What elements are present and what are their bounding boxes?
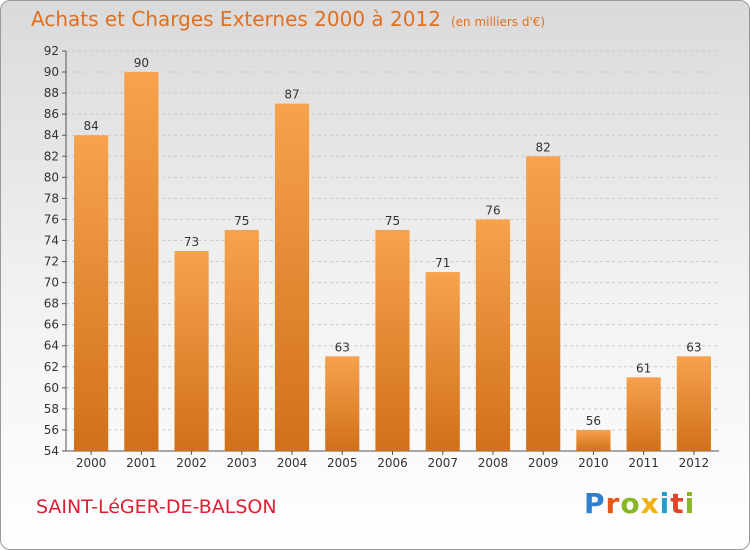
x-tick-label-2002: 2002 xyxy=(176,456,207,470)
value-label-2000: 84 xyxy=(83,119,98,133)
y-tick-label: 74 xyxy=(44,233,59,247)
bar-2007 xyxy=(425,272,460,451)
bar-2001 xyxy=(124,72,159,451)
y-tick-label: 62 xyxy=(44,360,59,374)
commune-name: SAINT-LéGER-DE-BALSON xyxy=(36,496,277,518)
y-tick-label: 64 xyxy=(44,339,59,353)
bar-2005 xyxy=(325,356,360,451)
value-label-2005: 63 xyxy=(335,340,350,354)
title-text: Achats et Charges Externes 2000 à 2012 xyxy=(31,7,441,31)
unit-label: (en milliers d'€) xyxy=(450,15,546,29)
bar-2011 xyxy=(626,377,661,451)
x-tick-label-2006: 2006 xyxy=(377,456,408,470)
value-label-2004: 87 xyxy=(284,88,299,102)
x-tick-label-2012: 2012 xyxy=(679,456,710,470)
x-tick-label-2011: 2011 xyxy=(628,456,659,470)
x-tick-label-2005: 2005 xyxy=(327,456,358,470)
y-tick-label: 82 xyxy=(44,149,59,163)
y-tick-label: 84 xyxy=(44,128,59,142)
value-label-2001: 90 xyxy=(134,56,149,70)
bar-2003 xyxy=(224,229,259,451)
x-tick-label-2000: 2000 xyxy=(76,456,107,470)
chart-title: Achats et Charges Externes 2000 à 2012 (e… xyxy=(31,7,545,31)
y-tick-label: 72 xyxy=(44,255,59,269)
y-tick-label: 76 xyxy=(44,212,59,226)
bar-2012 xyxy=(676,356,711,451)
bar-2008 xyxy=(475,219,511,451)
data-labels: 84 90 73 75 87 63 75 71 76 82 56 61 63 xyxy=(83,56,701,428)
bar-2010 xyxy=(576,429,611,451)
value-label-2012: 63 xyxy=(686,340,701,354)
x-tick-label-2001: 2001 xyxy=(126,456,157,470)
value-label-2008: 76 xyxy=(485,203,500,217)
y-tick-label: 70 xyxy=(44,276,59,290)
y-tick-label: 92 xyxy=(44,44,59,58)
y-tick-label: 90 xyxy=(44,65,59,79)
y-tick-label: 68 xyxy=(44,297,59,311)
value-label-2002: 73 xyxy=(184,235,199,249)
y-tick-label: 86 xyxy=(44,107,59,121)
x-tick-label-2004: 2004 xyxy=(277,456,308,470)
x-tick-label-2008: 2008 xyxy=(478,456,509,470)
y-tick-label: 88 xyxy=(44,86,59,100)
y-tick-label: 56 xyxy=(44,423,59,437)
bar-2000 xyxy=(74,135,109,452)
y-tick-label: 58 xyxy=(44,402,59,416)
y-tick-label: 60 xyxy=(44,381,59,395)
value-label-2007: 71 xyxy=(435,256,450,270)
bar-2006 xyxy=(375,229,410,451)
value-label-2011: 61 xyxy=(636,361,651,375)
x-tick-label-2009: 2009 xyxy=(528,456,559,470)
bar-2002 xyxy=(174,251,209,451)
y-tick-label: 54 xyxy=(44,444,59,458)
value-label-2003: 75 xyxy=(234,214,249,228)
x-tick-label-2010: 2010 xyxy=(578,456,609,470)
y-tick-label: 80 xyxy=(44,170,59,184)
bar-2004 xyxy=(274,103,310,451)
y-tick-label: 78 xyxy=(44,191,59,205)
value-label-2006: 75 xyxy=(385,214,400,228)
x-tick-label-2003: 2003 xyxy=(227,456,258,470)
proxiti-logo[interactable]: Proxiti xyxy=(584,487,696,520)
bars xyxy=(74,72,711,452)
y-tick-label: 66 xyxy=(44,318,59,332)
x-tick-label-2007: 2007 xyxy=(427,456,458,470)
value-label-2009: 82 xyxy=(536,140,551,154)
value-label-2010: 56 xyxy=(586,414,601,428)
bar-2009 xyxy=(526,156,561,451)
